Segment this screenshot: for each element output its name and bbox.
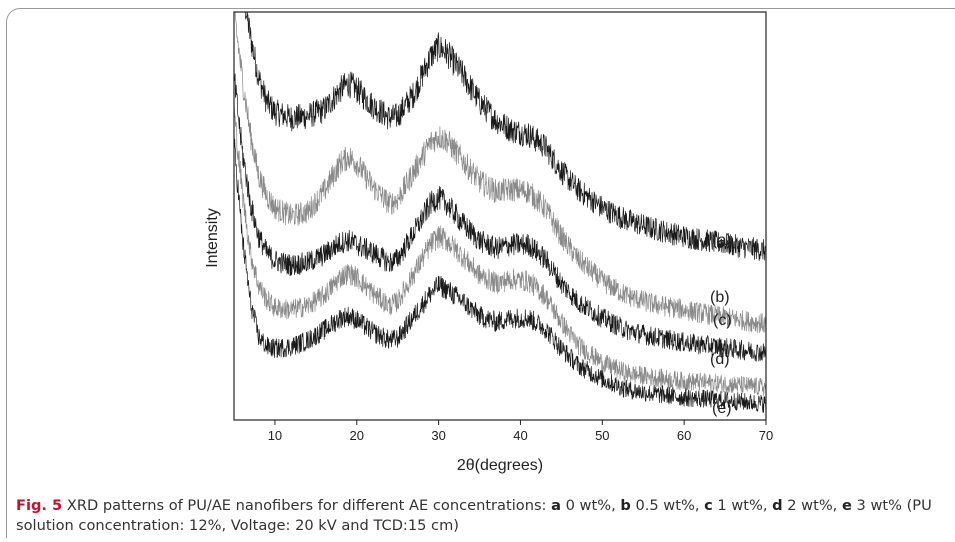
- caption-item-c-text: 1 wt%,: [717, 497, 768, 514]
- caption-item-a-text: 0 wt%,: [565, 497, 616, 514]
- figure-frame: [6, 8, 955, 538]
- series-labels: (a) (b) (c) (d) (e): [710, 232, 732, 417]
- x-tick-label: 50: [595, 428, 609, 443]
- series-label-2: (b): [710, 289, 730, 306]
- series-line-3: [234, 73, 766, 362]
- plot-border: [233, 11, 767, 421]
- x-axis-title: 2θ(degrees): [457, 457, 543, 474]
- plot-area: [234, 12, 766, 413]
- x-tick-label: 70: [759, 428, 773, 443]
- caption-item-d-key: d: [772, 497, 783, 514]
- caption-item-c-key: c: [704, 497, 713, 514]
- x-axis: 10 20 30 40 50 60 70: [268, 420, 773, 443]
- series-label-1: (a): [712, 232, 732, 249]
- x-tick-label: 30: [431, 428, 445, 443]
- figure-caption: Fig. 5 XRD patterns of PU/AE nanofibers …: [16, 496, 946, 536]
- caption-item-e-key: e: [841, 497, 852, 514]
- series-label-5: (e): [712, 400, 732, 417]
- series-line-5: [234, 138, 766, 413]
- caption-item-e-text: 3 wt% (PU solution concentration: 12%, V…: [16, 497, 932, 534]
- caption-item-a-key: a: [551, 497, 561, 514]
- series-line-4: [234, 103, 766, 396]
- x-tick-label: 60: [677, 428, 691, 443]
- series-line-2: [234, 12, 766, 334]
- series-label-3: (c): [713, 312, 732, 329]
- x-tick-label: 10: [268, 428, 282, 443]
- caption-figure-label: Fig. 5: [16, 497, 63, 514]
- caption-item-b-key: b: [620, 497, 631, 514]
- series-label-4: (d): [710, 351, 730, 368]
- x-tick-label: 20: [350, 428, 364, 443]
- x-tick-label: 40: [513, 428, 527, 443]
- series-line-1: [244, 12, 766, 261]
- caption-item-b-text: 0.5 wt%,: [635, 497, 700, 514]
- y-axis-title: Intensity: [204, 208, 221, 268]
- caption-item-d-text: 2 wt%,: [787, 497, 838, 514]
- xrd-chart: 10 20 30 40 50 60 70 (a) (b) (c) (d) (e) 2θ(degree…: [204, 11, 773, 474]
- caption-text: XRD patterns of PU/AE nanofibers for dif…: [66, 497, 547, 514]
